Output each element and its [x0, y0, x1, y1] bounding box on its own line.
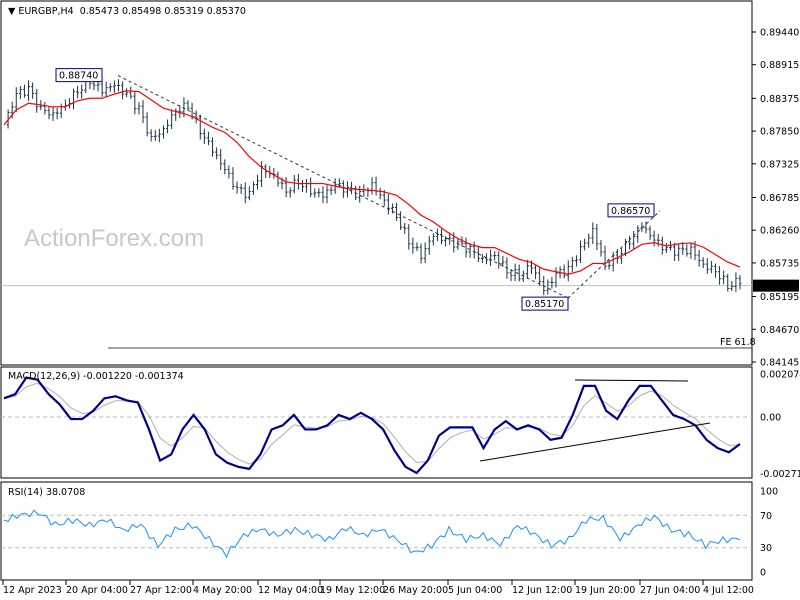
- macd-axis: 0.002074 0.00 -0.002716: [760, 369, 800, 479]
- macd-tick-label: -0.002716: [760, 469, 800, 480]
- price-tick-label: 0.85735: [760, 258, 799, 269]
- moving-average-line: [3, 90, 741, 275]
- rsi-line: [3, 509, 741, 559]
- macd-trendline: [479, 422, 711, 462]
- time-tick-label: 4 Jul 12:00: [703, 585, 754, 596]
- price-tick-label: 0.89440: [760, 28, 799, 39]
- time-tick-label: 27 Jun 04:00: [640, 585, 700, 596]
- triangle-down-icon[interactable]: ▼: [8, 6, 18, 17]
- current-price-badge: [753, 279, 799, 292]
- rsi-tick-label: 0: [760, 568, 766, 579]
- low-price-label-box: [521, 296, 569, 311]
- high-price-label: 0.88740: [59, 71, 98, 82]
- macd-main-line: [3, 376, 741, 475]
- rsi-axis: 100 70 30 0: [1, 487, 778, 579]
- ohlc-readout: 0.85473 0.85498 0.85319 0.85370: [80, 6, 246, 17]
- price-tick-label: 0.86260: [760, 226, 799, 237]
- time-tick-label: 20 Apr 04:00: [66, 585, 128, 596]
- watermark: ActionForex.com: [24, 225, 204, 252]
- time-tick-label: 4 May 20:00: [193, 585, 252, 596]
- swing-high-price-label-box: [607, 203, 655, 218]
- price-bars: [6, 73, 742, 295]
- high-price-label-box: [55, 68, 103, 83]
- rsi-tick-label: 70: [760, 511, 772, 522]
- price-tick-label: 0.86785: [760, 193, 799, 204]
- price-tick-label: 0.88915: [760, 60, 799, 71]
- price-tick-label: 0.88375: [760, 94, 799, 105]
- macd-tick-label: 0.00: [760, 413, 781, 424]
- price-axis: 0.89440 0.88915 0.88375 0.87850 0.87325 0.867…: [752, 28, 799, 369]
- macd-top-line: [574, 379, 689, 382]
- price-tick-label: 0.84670: [760, 325, 799, 336]
- time-tick-label: 26 May 20:00: [383, 585, 448, 596]
- macd-tick-label: 0.002074: [760, 369, 800, 380]
- rsi-title: RSI(14) 38.0708: [8, 487, 85, 498]
- fibonacci-extension-label: FE 61.8: [720, 337, 756, 348]
- current-price-label: 0.85370: [757, 281, 796, 292]
- time-tick-label: 19 May 12:00: [320, 585, 385, 596]
- chart-title: ▼ EURGBP,H4 0.85473 0.85498 0.85319 0.853…: [8, 6, 246, 17]
- time-tick-label: 5 Jun 04:00: [448, 585, 502, 596]
- time-tick-label: 12 May 04:00: [258, 585, 323, 596]
- price-tick-label: 0.85195: [760, 292, 799, 303]
- symbol-label: EURGBP,H4: [18, 6, 73, 17]
- swing-high-price-label: 0.86570: [611, 206, 650, 217]
- price-tick-label: 0.87850: [760, 127, 799, 138]
- time-tick-label: 27 Apr 12:00: [130, 585, 192, 596]
- time-tick-label: 12 Apr 2023: [3, 585, 62, 596]
- time-tick-label: 19 Jun 20:00: [575, 585, 635, 596]
- rsi-tick-label: 100: [760, 487, 778, 498]
- rsi-panel[interactable]: 100 70 30 0 RSI(14) 38.0708: [0, 481, 778, 581]
- macd-panel[interactable]: 0.002074 0.00 -0.002716 MACD(12,26,9) -0.0…: [0, 366, 800, 480]
- macd-title: MACD(12,26,9) -0.001220 -0.001374: [8, 371, 184, 382]
- low-price-label: 0.85170: [525, 299, 564, 310]
- price-panel[interactable]: ▼ EURGBP,H4 0.85473 0.85498 0.85319 0.853…: [0, 0, 799, 369]
- price-tick-label: 0.87325: [760, 159, 799, 170]
- time-tick-label: 12 Jun 12:00: [512, 585, 572, 596]
- time-axis: 12 Apr 2023 20 Apr 04:00 27 Apr 12:00 4 May…: [2, 580, 754, 596]
- rsi-tick-label: 30: [760, 543, 772, 554]
- price-tick-label: 0.84145: [760, 358, 799, 369]
